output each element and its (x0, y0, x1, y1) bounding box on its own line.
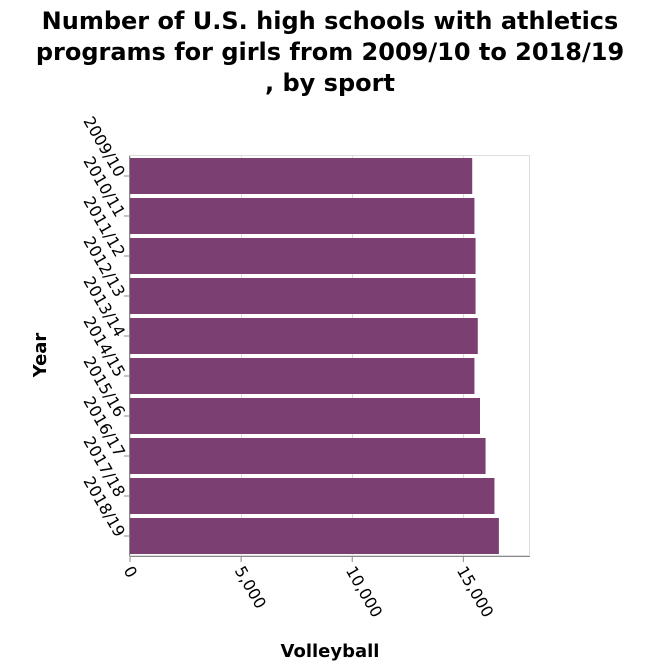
bar[interactable] (130, 158, 473, 194)
chart-title: Number of U.S. high schools with athleti… (0, 6, 660, 99)
bar[interactable] (130, 198, 475, 234)
x-tick-label: 10,000 (342, 563, 386, 621)
chart-title-line-1: Number of U.S. high schools with athleti… (41, 7, 619, 35)
x-tick-label: 5,000 (231, 563, 270, 612)
x-axis-ticks: 0 5,000 10,000 15,000 (120, 556, 497, 621)
x-tick-label: 15,000 (453, 563, 497, 621)
y-axis-ticks: 2009/102010/112011/122012/132013/142014/… (79, 113, 130, 540)
chart-title-line-3: , by sport (265, 69, 395, 97)
bar[interactable] (130, 318, 478, 354)
bar[interactable] (130, 358, 475, 394)
bar[interactable] (130, 398, 480, 434)
y-axis-title: Year (30, 333, 51, 379)
bar[interactable] (130, 438, 486, 474)
x-tick-label: 0 (120, 563, 142, 581)
bar[interactable] (130, 478, 495, 514)
chart-title-line-2: programs for girls from 2009/10 to 2018/… (35, 38, 625, 66)
bar[interactable] (130, 238, 476, 274)
x-axis-title: Volleyball (281, 641, 380, 662)
bar[interactable] (130, 518, 499, 554)
bars (130, 158, 499, 554)
bar[interactable] (130, 278, 476, 314)
